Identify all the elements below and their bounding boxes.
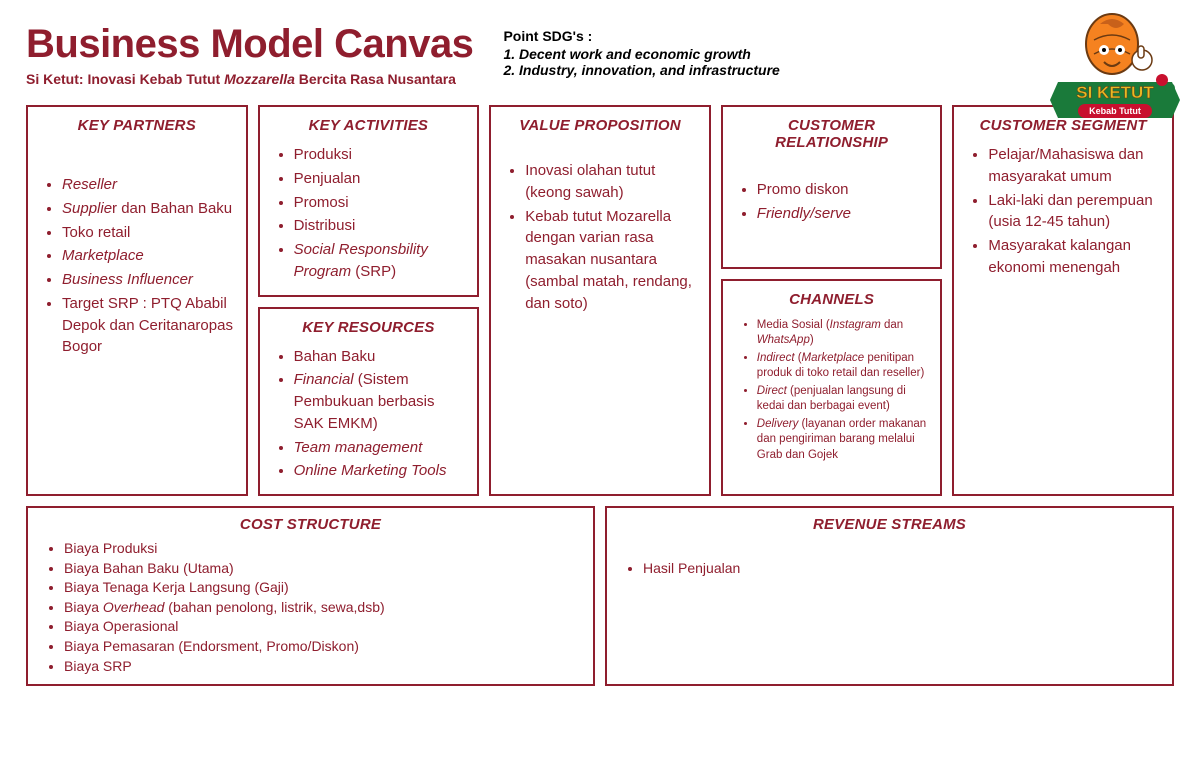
list-customer-segment: Pelajar/Mahasiswa dan masyarakat umumLak…: [966, 144, 1160, 279]
list-item: Reseller: [62, 174, 234, 196]
list-item: Direct (penjualan langsung di kedai dan …: [757, 384, 929, 415]
box-channels: CHANNELS Media Sosial (Instagram dan Wha…: [721, 279, 943, 497]
list-item: Biaya SRP: [64, 657, 579, 677]
list-item: Online Marketing Tools: [294, 460, 466, 482]
list-item: Pelajar/Mahasiswa dan masyarakat umum: [988, 144, 1160, 188]
box-revenue-streams: REVENUE STREAMS Hasil Penjualan: [605, 506, 1174, 686]
list-item: Biaya Produksi: [64, 539, 579, 559]
list-item: Friendly/serve: [757, 203, 929, 225]
list-item: Financial (Sistem Pembukuan berbasis SAK…: [294, 369, 466, 434]
list-item: Bahan Baku: [294, 346, 466, 368]
list-cost-structure: Biaya ProduksiBiaya Bahan Baku (Utama)Bi…: [42, 539, 579, 676]
main-title: Business Model Canvas: [26, 22, 473, 67]
list-item: Toko retail: [62, 222, 234, 244]
list-item: Masyarakat kalangan ekonomi menengah: [988, 235, 1160, 279]
list-key-partners: ResellerSupplier dan Bahan BakuToko reta…: [40, 174, 234, 358]
list-item: Target SRP : PTQ Ababil Depok dan Cerita…: [62, 293, 234, 358]
list-item: Supplier dan Bahan Baku: [62, 198, 234, 220]
list-key-resources: Bahan BakuFinancial (Sistem Pembukuan be…: [272, 346, 466, 483]
logo-sub-text: Kebab Tutut: [1089, 106, 1141, 116]
bottom-row: COST STRUCTURE Biaya ProduksiBiaya Bahan…: [26, 506, 1174, 686]
list-item: Hasil Penjualan: [643, 559, 740, 579]
list-item: Biaya Operasional: [64, 617, 579, 637]
list-item: Biaya Bahan Baku (Utama): [64, 559, 579, 579]
list-item: Social Responsbility Program (SRP): [294, 239, 466, 283]
box-title: COST STRUCTURE: [42, 516, 579, 533]
list-channels: Media Sosial (Instagram dan WhatsApp)Ind…: [735, 318, 929, 464]
box-cost-structure: COST STRUCTURE Biaya ProduksiBiaya Bahan…: [26, 506, 595, 686]
box-title: CHANNELS: [735, 291, 929, 308]
list-revenue-streams: Hasil Penjualan: [621, 559, 740, 579]
list-item: Team management: [294, 437, 466, 459]
list-item: Promo diskon: [757, 179, 929, 201]
list-item: Biaya Pemasaran (Endorsment, Promo/Disko…: [64, 637, 579, 657]
list-item: Inovasi olahan tutut (keong sawah): [525, 160, 697, 204]
title-block: Business Model Canvas Si Ketut: Inovasi …: [26, 22, 473, 87]
box-title: KEY ACTIVITIES: [272, 117, 466, 134]
list-item: Biaya Tenaga Kerja Langsung (Gaji): [64, 578, 579, 598]
list-item: Biaya Overhead (bahan penolong, listrik,…: [64, 598, 579, 618]
list-item: Promosi: [294, 192, 466, 214]
list-item: Produksi: [294, 144, 466, 166]
list-item: Media Sosial (Instagram dan WhatsApp): [757, 318, 929, 349]
box-key-partners: KEY PARTNERS ResellerSupplier dan Bahan …: [26, 105, 248, 496]
box-title: VALUE PROPOSITION: [503, 117, 697, 134]
list-item: Business Influencer: [62, 269, 234, 291]
logo-brand-text: SI KETUT: [1076, 83, 1154, 102]
list-item: Laki-laki dan perempuan (usia 12-45 tahu…: [988, 190, 1160, 234]
list-item: Penjualan: [294, 168, 466, 190]
list-value-proposition: Inovasi olahan tutut (keong sawah)Kebab …: [503, 160, 697, 314]
box-title: KEY PARTNERS: [40, 117, 234, 134]
list-item: Kebab tutut Mozarella dengan varian rasa…: [525, 206, 697, 315]
box-value-proposition: VALUE PROPOSITION Inovasi olahan tutut (…: [489, 105, 711, 496]
box-key-resources: KEY RESOURCES Bahan BakuFinancial (Siste…: [258, 307, 480, 497]
box-title: REVENUE STREAMS: [621, 516, 1158, 533]
list-item: Indirect (Marketplace penitipan produk d…: [757, 351, 929, 382]
box-title: CUSTOMER RELATIONSHIP: [735, 117, 929, 151]
box-key-activities: KEY ACTIVITIES ProduksiPenjualanPromosiD…: [258, 105, 480, 297]
canvas-grid: KEY PARTNERS ResellerSupplier dan Bahan …: [26, 105, 1174, 496]
list-item: Marketplace: [62, 245, 234, 267]
box-title: KEY RESOURCES: [272, 319, 466, 336]
list-key-activities: ProduksiPenjualanPromosiDistribusiSocial…: [272, 144, 466, 283]
box-customer-segment: CUSTOMER SEGMENT Pelajar/Mahasiswa dan m…: [952, 105, 1174, 496]
list-customer-relationship: Promo diskonFriendly/serve: [735, 179, 929, 225]
list-item: Delivery (layanan order makanan dan peng…: [757, 417, 929, 464]
list-item: Distribusi: [294, 215, 466, 237]
header: Business Model Canvas Si Ketut: Inovasi …: [26, 22, 1174, 87]
box-customer-relationship: CUSTOMER RELATIONSHIP Promo diskonFriend…: [721, 105, 943, 269]
brand-logo: SI KETUT Kebab Tutut: [1050, 10, 1180, 130]
subtitle: Si Ketut: Inovasi Kebab Tutut Mozzarella…: [26, 71, 473, 87]
